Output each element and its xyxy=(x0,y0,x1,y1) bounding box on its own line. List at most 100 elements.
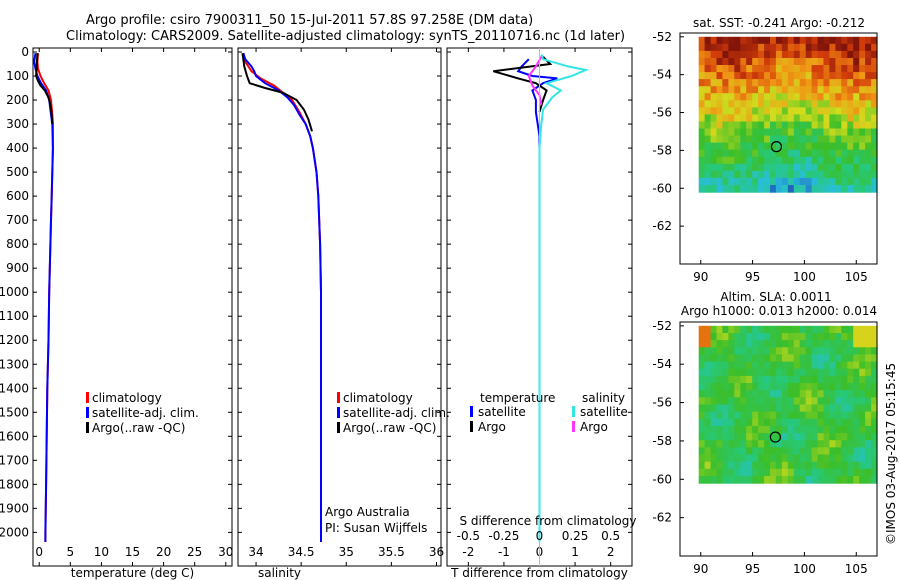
map-cell xyxy=(728,93,735,101)
map-cell xyxy=(758,79,765,87)
map-cell xyxy=(752,72,759,80)
map-cell xyxy=(752,50,759,59)
sla_map-x-tick-label: 95 xyxy=(745,562,760,576)
map-cell xyxy=(835,397,842,405)
map-cell xyxy=(770,107,777,116)
map-cell xyxy=(758,121,765,130)
map-cell xyxy=(811,43,819,52)
map-cell xyxy=(805,390,813,398)
map-cell xyxy=(704,86,712,94)
legend-swatch xyxy=(337,422,340,433)
map-cell xyxy=(764,177,771,186)
difference-x-tick-label: 2 xyxy=(607,545,615,559)
map-cell xyxy=(841,333,848,341)
map-cell xyxy=(859,440,866,448)
map-cell xyxy=(716,107,723,116)
map-cell xyxy=(775,404,783,413)
map-cell xyxy=(734,361,741,370)
map-cell xyxy=(775,142,783,151)
map-cell xyxy=(758,354,765,363)
map-cell xyxy=(764,447,771,456)
map-cell xyxy=(787,121,795,130)
map-cell xyxy=(841,411,848,420)
map-cell xyxy=(787,185,795,193)
map-cell xyxy=(728,142,735,151)
y-tick-label: 1100 xyxy=(0,309,29,323)
map-cell xyxy=(853,347,860,355)
y-tick-label: 1000 xyxy=(0,285,29,299)
map-cell xyxy=(793,93,801,101)
map-cell xyxy=(871,65,878,73)
map-cell xyxy=(787,468,795,477)
map-cell xyxy=(728,100,735,108)
map-cell xyxy=(752,86,759,94)
map-cell xyxy=(787,454,795,463)
map-cell xyxy=(704,100,712,108)
map-cell xyxy=(734,397,741,405)
map-cell xyxy=(871,368,878,377)
map-cell xyxy=(865,50,872,59)
map-cell xyxy=(722,86,729,94)
map-cell xyxy=(817,433,825,441)
map-cell xyxy=(698,36,706,45)
map-cell xyxy=(716,65,723,73)
map-cell xyxy=(764,121,771,130)
map-cell xyxy=(865,107,872,116)
map-cell xyxy=(746,418,753,427)
difference-s-tick-label: 0.25 xyxy=(562,529,589,543)
map-cell xyxy=(841,93,848,101)
map-cell xyxy=(758,86,765,94)
map-cell xyxy=(841,361,848,370)
map-cell xyxy=(835,447,842,456)
map-cell xyxy=(805,100,813,108)
map-cell xyxy=(805,107,813,116)
map-cell xyxy=(752,100,759,108)
map-cell xyxy=(716,58,723,66)
map-cell xyxy=(716,149,723,158)
map-cell xyxy=(770,440,777,448)
map-cell xyxy=(746,368,753,377)
map-cell xyxy=(847,177,854,186)
sst-map-title: sat. SST: -0.241 Argo: -0.212 xyxy=(693,16,865,30)
map-cell xyxy=(698,433,706,441)
map-cell xyxy=(859,121,866,130)
map-cell xyxy=(752,433,759,441)
map-cell xyxy=(817,156,825,165)
map-cell xyxy=(758,368,765,377)
map-cell xyxy=(853,135,860,144)
map-cell xyxy=(764,43,771,52)
map-cell xyxy=(787,411,795,420)
map-cell xyxy=(871,156,878,165)
series-line-salinity-satellite xyxy=(538,54,590,542)
map-cell xyxy=(758,440,765,448)
map-cell xyxy=(793,375,801,384)
map-cell xyxy=(764,383,771,391)
map-cell xyxy=(847,43,854,52)
difference-x-tick-label: -1 xyxy=(498,545,510,559)
map-cell xyxy=(740,333,747,341)
map-cell xyxy=(704,185,712,193)
map-cell xyxy=(865,383,872,391)
map-cell xyxy=(758,333,765,341)
map-cell xyxy=(740,454,747,463)
map-cell xyxy=(716,411,723,420)
map-cell xyxy=(770,170,777,179)
map-cell xyxy=(728,461,735,470)
map-cell xyxy=(704,121,712,130)
map-cell xyxy=(698,454,706,463)
map-cell xyxy=(835,404,842,413)
salinity-x-tick-label: 35 xyxy=(339,545,354,559)
map-cell xyxy=(781,461,789,470)
map-cell xyxy=(859,383,866,391)
y-tick-label: 1900 xyxy=(0,501,29,515)
map-cell xyxy=(823,170,830,179)
salinity-x-tick-label: 36 xyxy=(429,545,444,559)
map-cell xyxy=(781,325,789,334)
map-cell xyxy=(740,383,747,391)
map-cell xyxy=(817,325,825,334)
map-cell xyxy=(734,468,741,477)
map-cell xyxy=(746,375,753,384)
map-cell xyxy=(859,79,866,87)
map-cell xyxy=(764,333,771,341)
sst_map-x-tick-label: 90 xyxy=(693,270,708,284)
